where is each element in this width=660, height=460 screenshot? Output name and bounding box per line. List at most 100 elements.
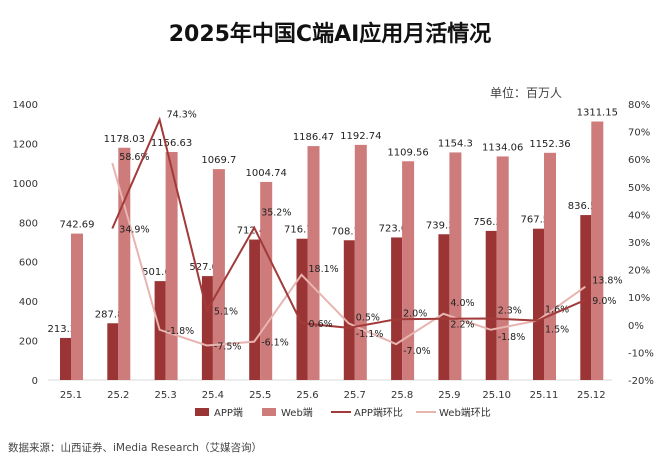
x-tick-label: 25.10 xyxy=(482,390,511,401)
bar-app xyxy=(391,237,403,380)
data-label-web: 1134.06 xyxy=(482,142,523,153)
y-left-tick-label: 0 xyxy=(32,376,38,387)
y-right-tick-label: 0% xyxy=(628,321,644,332)
data-label-web: 1178.03 xyxy=(104,134,145,145)
y-right-tick-label: 10% xyxy=(628,293,650,304)
x-tick-label: 25.7 xyxy=(344,390,366,401)
data-label-app-mom: 2.2% xyxy=(450,320,474,331)
data-label-web-mom: 4.0% xyxy=(450,298,474,309)
bar-web xyxy=(544,152,556,380)
y-right-tick-label: 50% xyxy=(628,183,650,194)
data-label-app-mom: -1.1% xyxy=(356,329,384,340)
y-left-tick-label: 400 xyxy=(19,297,38,308)
bar-web xyxy=(402,161,415,380)
data-label-app: 213.36 xyxy=(48,324,83,335)
x-tick-label: 25.3 xyxy=(154,390,176,401)
data-label-app: 287.85 xyxy=(95,309,130,320)
data-label-app-mom: 35.2% xyxy=(261,208,291,219)
data-label-app-mom: 0.6% xyxy=(309,319,333,330)
unit-label: 单位：百万人 xyxy=(490,86,563,100)
x-tick-label: 25.4 xyxy=(202,390,224,401)
legend-label: APP端 xyxy=(214,406,243,419)
x-tick-label: 25.9 xyxy=(438,390,460,401)
data-label-app: 712.48 xyxy=(237,226,272,237)
x-tick-label: 25.6 xyxy=(296,390,318,401)
y-right-tick-label: 20% xyxy=(628,266,650,277)
data-label-app: 723.07 xyxy=(379,223,414,234)
bar-app xyxy=(580,215,592,380)
data-label-web-mom: -1.8% xyxy=(498,332,526,343)
bar-app xyxy=(485,230,497,380)
data-label-web: 1004.74 xyxy=(246,168,287,179)
data-label-app: 501.62 xyxy=(142,267,177,278)
bar-web xyxy=(591,121,604,380)
bar-web xyxy=(354,144,367,380)
data-label-web: 1069.7 xyxy=(201,155,236,166)
data-label-app: 716.74 xyxy=(284,225,319,236)
data-label-web-mom: -6.1% xyxy=(261,338,289,349)
bar-app xyxy=(296,238,308,380)
data-label-web: 1154.3 xyxy=(438,138,473,149)
bar-web xyxy=(71,233,83,380)
data-label-web-mom: 58.6% xyxy=(119,152,149,163)
data-label-web-mom: 1.6% xyxy=(545,304,569,315)
data-label-app-mom: 74.3% xyxy=(167,110,197,121)
bar-app xyxy=(438,234,450,380)
chart-title: 2025年中国C端AI应用月活情况 xyxy=(168,22,492,47)
data-label-web-mom: 13.8% xyxy=(592,276,622,287)
bar-web xyxy=(212,169,225,380)
y-left-tick-label: 1000 xyxy=(13,179,38,190)
y-left-tick-label: 600 xyxy=(19,258,38,269)
legend-swatch xyxy=(262,408,276,416)
x-tick-label: 25.11 xyxy=(530,390,559,401)
y-right-tick-label: 70% xyxy=(628,128,650,139)
data-label-web-mom: 0.5% xyxy=(356,312,380,323)
y-right-tick-label: 60% xyxy=(628,155,650,166)
x-tick-label: 25.12 xyxy=(577,390,606,401)
data-label-app: 767.51 xyxy=(521,215,556,226)
data-label-app-mom: 5.1% xyxy=(214,307,238,318)
x-tick-label: 25.8 xyxy=(391,390,413,401)
x-tick-label: 25.1 xyxy=(60,390,82,401)
data-label-web: 1156.63 xyxy=(151,138,192,149)
legend-label: Web端环比 xyxy=(439,406,491,419)
y-left-tick-label: 1400 xyxy=(13,100,38,111)
data-label-web: 742.69 xyxy=(60,220,95,231)
data-label-app: 527.05 xyxy=(189,262,224,273)
bar-app xyxy=(107,323,119,380)
line-web-mom xyxy=(111,162,586,347)
legend-label: Web端 xyxy=(281,406,313,419)
legend-swatch xyxy=(195,408,209,416)
bar-app xyxy=(343,240,355,380)
y-right-tick-label: 80% xyxy=(628,100,650,111)
data-label-web: 1109.56 xyxy=(387,147,428,158)
data-label-app: 756.34 xyxy=(473,217,508,228)
y-right-tick-label: 40% xyxy=(628,210,650,221)
bar-web xyxy=(449,152,462,380)
data-label-web-mom: 18.1% xyxy=(309,264,339,275)
bar-web xyxy=(165,151,178,380)
y-right-tick-label: -10% xyxy=(628,348,654,359)
data-label-web: 1311.15 xyxy=(577,108,618,119)
bar-app xyxy=(201,276,213,380)
y-left-tick-label: 200 xyxy=(19,337,38,348)
data-label-app-mom: 9.0% xyxy=(592,296,616,307)
x-tick-label: 25.2 xyxy=(107,390,129,401)
bar-app xyxy=(60,337,71,380)
y-left-tick-label: 800 xyxy=(19,218,38,229)
y-right-tick-label: 30% xyxy=(628,238,650,249)
data-label-app: 836.59 xyxy=(568,201,603,212)
line-app-mom xyxy=(111,116,586,329)
data-label-app-mom: 2.3% xyxy=(498,305,522,316)
bar-app xyxy=(249,239,261,380)
data-label-web: 1186.47 xyxy=(293,132,334,143)
bar-web xyxy=(118,147,131,380)
source-note: 数据来源：山西证券、iMedia Research（艾媒咨询） xyxy=(8,442,262,454)
bar-app xyxy=(533,228,544,380)
data-label-web: 1192.74 xyxy=(340,131,381,142)
y-right-tick-label: -20% xyxy=(628,376,654,387)
data-label-app: 708.79 xyxy=(331,226,366,237)
data-label-app-mom: 34.9% xyxy=(119,224,149,235)
